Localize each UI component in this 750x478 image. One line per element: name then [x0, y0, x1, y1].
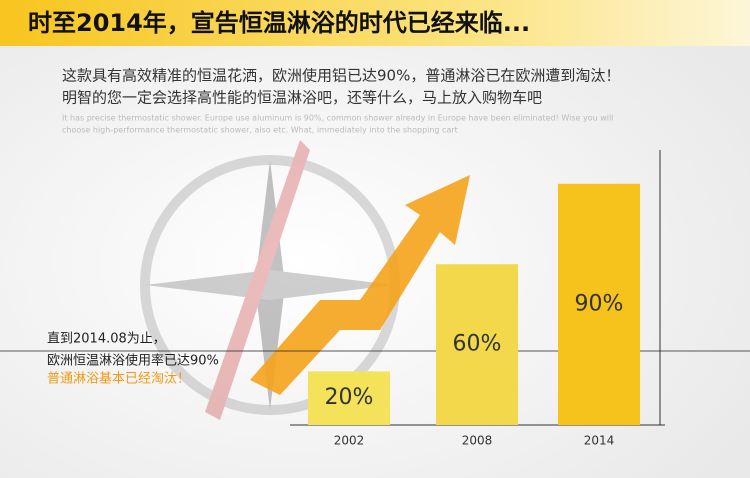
- value-label: 60%: [453, 332, 502, 357]
- x-tick-label: 2002: [334, 434, 365, 448]
- x-tick-label: 2008: [462, 434, 493, 448]
- value-label: 90%: [575, 291, 624, 316]
- annotation: 直到2014.08为止，: [47, 332, 166, 347]
- trend-arrow: [250, 175, 470, 395]
- bar: [308, 371, 390, 425]
- intro-english: choose high-performance thermostatic sho…: [62, 126, 458, 135]
- value-label: 20%: [325, 385, 374, 410]
- header-band: [0, 0, 750, 46]
- intro-english: It has precise thermostatic shower. Euro…: [62, 114, 613, 123]
- intro-line: 这款具有高效精准的恒温花洒，欧洲使用铝已达90%，普通淋浴已在欧洲遭到淘汰！: [62, 67, 620, 85]
- title: 时至2014年，宣告恒温淋浴的时代已经来临...: [28, 9, 530, 37]
- bar: [558, 183, 640, 425]
- annotation: 欧洲恒温淋浴使用率已达90%: [47, 353, 219, 369]
- annotation: 普通淋浴基本已经淘汰！: [47, 372, 190, 387]
- intro-line: 明智的您一定会选择高性能的恒温淋浴吧，还等什么，马上放入购物车吧: [62, 89, 542, 107]
- x-tick-label: 2014: [584, 434, 615, 448]
- bar: [436, 264, 518, 425]
